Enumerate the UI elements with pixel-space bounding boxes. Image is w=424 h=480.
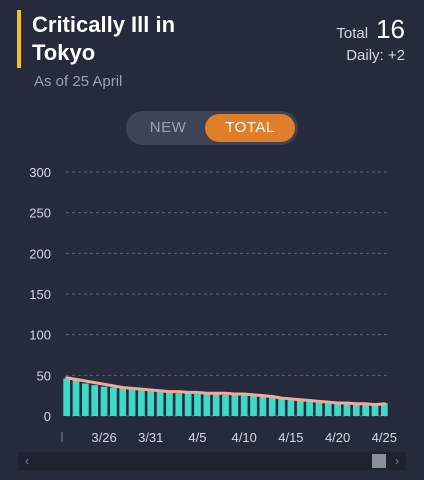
toggle-total-button[interactable]: TOTAL xyxy=(205,114,295,142)
bar xyxy=(380,402,388,416)
bar xyxy=(138,389,145,416)
bar xyxy=(91,385,99,416)
x-tick-label: 4/25 xyxy=(372,430,397,445)
toggle-new-button[interactable]: NEW xyxy=(149,119,187,136)
y-tick-label: 0 xyxy=(44,409,51,424)
y-tick-label: 250 xyxy=(29,206,51,221)
scroll-right-icon[interactable]: › xyxy=(394,453,400,468)
bar xyxy=(81,383,89,416)
x-tick-label: 4/5 xyxy=(188,430,206,445)
critically-ill-chart: 0 50 100 150 200 250 300 3/26 3/31 4/5 4/10 4/15 4/2… xyxy=(29,165,397,445)
bar xyxy=(240,394,248,416)
y-tick-label: 150 xyxy=(29,287,51,302)
bar xyxy=(371,404,379,416)
total-value: 16 xyxy=(376,14,405,44)
bar xyxy=(110,387,117,416)
x-tick-label: 3/26 xyxy=(91,430,116,445)
y-tick-label: 100 xyxy=(29,328,51,343)
bar xyxy=(268,397,276,416)
chart-scrollbar[interactable]: ‹ › xyxy=(18,452,406,470)
x-tick-label: 4/15 xyxy=(278,430,303,445)
bar xyxy=(184,393,192,416)
bar xyxy=(343,403,351,416)
bar xyxy=(147,390,155,416)
summary-block: Total 16 Daily: +2 xyxy=(336,14,405,64)
bar xyxy=(259,396,267,416)
scroll-left-icon[interactable]: ‹ xyxy=(24,453,30,468)
y-tick-label: 300 xyxy=(29,165,51,180)
total-label: Total xyxy=(336,25,369,42)
bar xyxy=(222,394,229,416)
bar xyxy=(72,380,80,416)
bar xyxy=(324,402,332,416)
bar xyxy=(231,394,239,416)
bar xyxy=(334,402,341,416)
bar xyxy=(203,394,211,416)
bar xyxy=(212,394,220,416)
bar xyxy=(194,394,201,416)
x-tick-label: 4/10 xyxy=(232,430,257,445)
bar xyxy=(296,399,304,416)
bar xyxy=(250,395,257,416)
x-tick-label: 3/31 xyxy=(138,430,163,445)
scroll-thumb[interactable] xyxy=(372,454,386,468)
accent-bar xyxy=(17,10,21,68)
bar xyxy=(362,404,370,416)
page-title: Critically Ill in Tokyo xyxy=(32,12,176,65)
daily-change: Daily: +2 xyxy=(346,47,405,64)
new-total-toggle: NEW TOTAL xyxy=(126,111,298,145)
bar xyxy=(278,398,285,416)
x-tick-label: 4/20 xyxy=(325,430,350,445)
bar xyxy=(119,388,127,416)
y-tick-label: 200 xyxy=(29,246,51,261)
bar xyxy=(128,389,136,416)
series-line xyxy=(65,376,386,407)
bar xyxy=(352,403,360,416)
bar xyxy=(156,391,164,416)
y-tick-label: 50 xyxy=(37,368,51,383)
bar xyxy=(166,392,173,416)
bar xyxy=(287,398,295,416)
bar xyxy=(315,401,323,416)
bar xyxy=(100,386,108,416)
bar xyxy=(63,378,71,416)
bar xyxy=(175,393,183,416)
as-of-date: As of 25 April xyxy=(34,73,123,90)
bar xyxy=(306,400,313,416)
